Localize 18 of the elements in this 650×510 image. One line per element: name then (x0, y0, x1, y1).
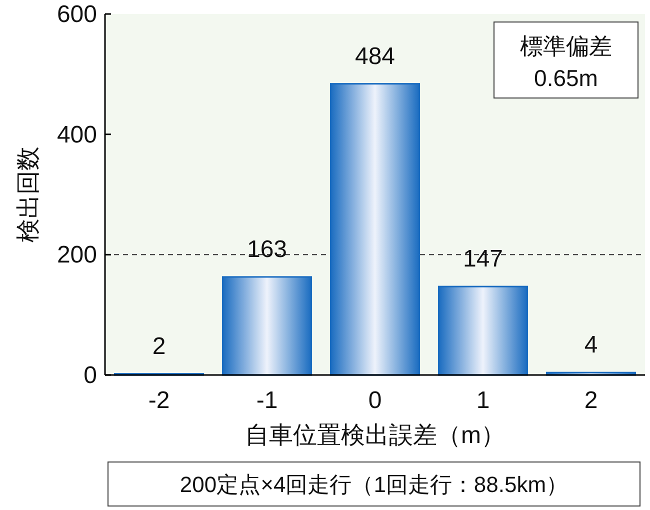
data-label: 4 (584, 332, 598, 359)
annotation: 標準偏差 0.65m (520, 33, 612, 91)
x-tick-label: 1 (476, 387, 490, 414)
data-label: 163 (246, 236, 288, 263)
text: 200定点×4回走行（1回走行：88.5km） (180, 472, 568, 497)
y-tick-label: 200 (56, 242, 97, 269)
y-tick-label: 0 (84, 362, 97, 389)
y-tick-label: 400 (56, 121, 97, 148)
x-tick-label: -2 (148, 387, 170, 414)
x-axis-title: 自車位置検出誤差（m） (245, 422, 505, 449)
data-label: 147 (462, 246, 504, 273)
y-tick-label: 600 (56, 1, 97, 28)
x-tick-label: 0 (368, 387, 382, 414)
data-label: 2 (152, 332, 166, 360)
x-tick-label: 2 (584, 387, 598, 414)
y-axis-title: 検出回数 (15, 146, 42, 242)
x-tick-label: -1 (256, 387, 278, 414)
data-label: 484 (354, 42, 396, 70)
